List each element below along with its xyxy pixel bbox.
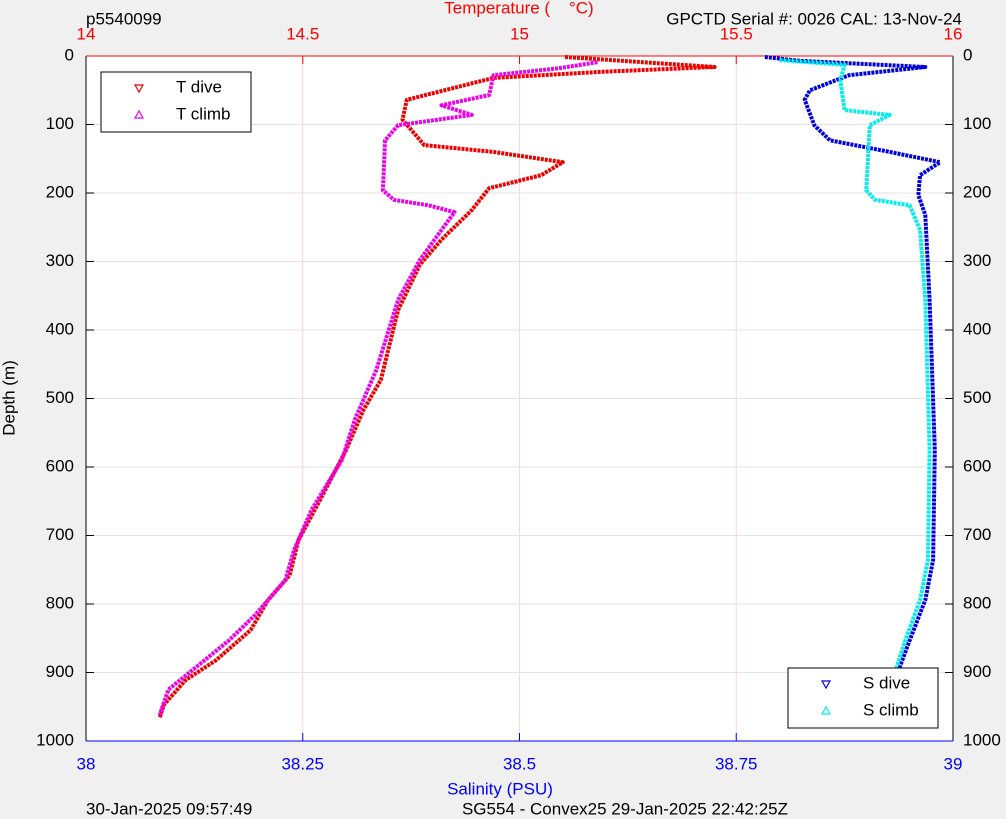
- y2-tick-label: 700: [963, 525, 991, 544]
- x-tick-label: 38.75: [715, 754, 758, 773]
- y-tick-label: 500: [46, 388, 74, 407]
- profile-line: [779, 58, 932, 719]
- legend-box: [787, 667, 939, 729]
- y2-tick-label: 200: [963, 182, 991, 201]
- y2-tick-label: 1000: [963, 730, 1001, 749]
- y-tick-label: 700: [46, 525, 74, 544]
- y-tick-label: 800: [46, 593, 74, 612]
- footer-left: 30-Jan-2025 09:57:49: [86, 799, 252, 818]
- y-tick-label: 400: [46, 319, 74, 338]
- legend-marker: [820, 705, 832, 715]
- footer-center: SG554 - Convex25 29-Jan-2025 22:42:25Z: [462, 799, 788, 818]
- profile-line: [157, 60, 598, 716]
- x2-tick-label: 14.5: [286, 24, 319, 43]
- y-tick-label: 600: [46, 456, 74, 475]
- y2-tick-label: 100: [963, 114, 991, 133]
- y2-tick-label: 0: [963, 45, 972, 64]
- x-tick-label: 38: [77, 754, 96, 773]
- legend-box: [100, 71, 252, 133]
- y-tick-label: 1000: [36, 730, 74, 749]
- y-tick-label: 0: [65, 45, 74, 64]
- x-tick-label: 38.25: [281, 754, 324, 773]
- x2-axis-label: Temperature ( °C): [444, 0, 593, 17]
- y2-tick-label: 400: [963, 319, 991, 338]
- y-tick-label: 900: [46, 662, 74, 681]
- chart-subtitle: GPCTD Serial #: 0026 CAL: 13-Nov-24: [666, 9, 962, 28]
- y-tick-label: 300: [46, 251, 74, 270]
- legend-marker: [820, 680, 832, 690]
- legend-label: T dive: [176, 77, 222, 96]
- x-tick-label: 39: [944, 754, 963, 773]
- x-tick-label: 38.5: [503, 754, 536, 773]
- profile-line: [157, 55, 717, 719]
- legend-label: S dive: [863, 673, 910, 692]
- legend-label: T climb: [176, 104, 230, 123]
- x2-tick-label: 16: [944, 24, 963, 43]
- y2-tick-label: 500: [963, 388, 991, 407]
- legend-marker: [133, 84, 145, 94]
- y-tick-label: 200: [46, 182, 74, 201]
- y2-tick-label: 600: [963, 456, 991, 475]
- y2-tick-label: 300: [963, 251, 991, 270]
- y2-tick-label: 800: [963, 593, 991, 612]
- legend-marker: [133, 109, 145, 119]
- x-axis-label: Salinity (PSU): [447, 779, 553, 798]
- x2-tick-label: 15: [510, 24, 529, 43]
- y2-tick-label: 900: [963, 662, 991, 681]
- legend-label: S climb: [863, 700, 919, 719]
- y-tick-label: 100: [46, 114, 74, 133]
- x2-tick-label: 14: [77, 24, 96, 43]
- y-axis-label: Depth (m): [0, 360, 18, 436]
- chart-title: p5540099: [86, 9, 162, 28]
- x2-tick-label: 15.5: [720, 24, 753, 43]
